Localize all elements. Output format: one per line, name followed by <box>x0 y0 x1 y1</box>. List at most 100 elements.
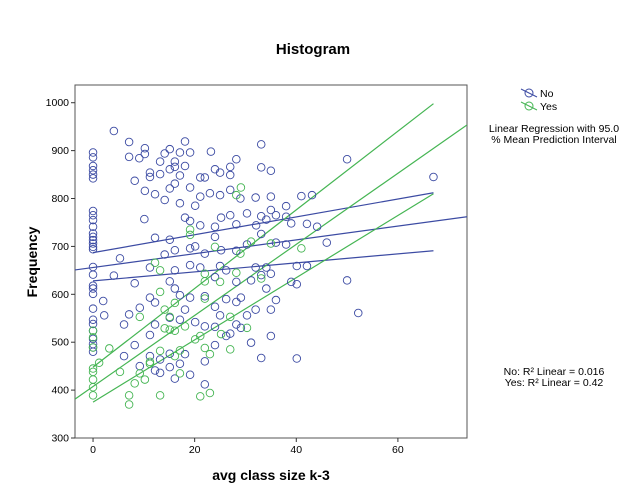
point-no <box>88 215 98 225</box>
point-no <box>180 161 190 171</box>
point-no <box>175 171 185 180</box>
point-no <box>180 137 190 146</box>
point-no <box>109 126 119 136</box>
point-yes <box>135 312 145 322</box>
point-yes <box>150 258 160 267</box>
y-tick-label: 600 <box>51 289 69 301</box>
x-tick-label: 40 <box>290 444 302 456</box>
point-yes <box>165 325 175 335</box>
point-yes <box>170 326 180 335</box>
point-no <box>210 340 220 350</box>
point-no <box>262 263 271 272</box>
point-no <box>140 149 150 159</box>
point-no <box>312 222 322 232</box>
point-no <box>200 173 210 182</box>
point-no <box>185 370 195 380</box>
point-no <box>124 152 134 162</box>
point-no <box>200 357 210 366</box>
point-no <box>185 148 195 157</box>
y-tick-label: 900 <box>51 145 69 157</box>
point-no <box>302 219 312 229</box>
point-no <box>170 266 180 275</box>
point-yes <box>88 382 98 392</box>
point-no <box>88 270 98 279</box>
point-no <box>88 289 98 299</box>
point-no <box>200 249 210 258</box>
point-yes <box>195 331 205 341</box>
point-no <box>297 191 306 201</box>
point-no <box>88 170 98 179</box>
point-yes <box>246 237 256 246</box>
point-no <box>185 260 195 270</box>
point-yes <box>185 225 195 234</box>
point-yes <box>175 369 185 378</box>
point-no <box>232 297 241 307</box>
point-no <box>180 305 190 314</box>
point-no <box>88 242 98 252</box>
point-no <box>170 162 180 172</box>
point-no <box>210 302 220 312</box>
point-no <box>175 291 185 300</box>
point-no <box>266 305 276 314</box>
point-no <box>145 263 155 272</box>
point-no <box>88 284 98 293</box>
point-no <box>246 338 256 347</box>
point-no <box>215 190 225 200</box>
point-no <box>266 166 276 175</box>
point-no <box>88 174 98 183</box>
point-no <box>246 276 256 285</box>
point-no <box>165 362 175 372</box>
point-no <box>286 277 296 287</box>
point-no <box>115 254 125 263</box>
point-no <box>200 291 210 301</box>
point-no <box>200 322 210 331</box>
point-yes <box>170 298 180 308</box>
point-no <box>185 216 195 226</box>
ci-upper-yes <box>92 103 434 368</box>
point-yes <box>242 323 252 333</box>
point-no <box>165 235 175 244</box>
point-no <box>251 193 260 202</box>
point-no <box>271 238 281 247</box>
point-yes <box>225 312 235 322</box>
point-no <box>256 163 266 172</box>
point-yes <box>105 344 114 353</box>
legend-marker-no-icon <box>524 88 534 98</box>
point-no <box>88 166 98 175</box>
point-no <box>150 320 160 329</box>
point-no <box>155 368 165 378</box>
point-yes <box>94 358 104 368</box>
point-no <box>145 293 155 302</box>
point-no <box>225 170 235 180</box>
point-no <box>221 331 231 341</box>
point-no <box>165 165 175 174</box>
point-no <box>124 310 134 319</box>
point-yes <box>232 268 241 278</box>
y-tick-label: 400 <box>51 385 69 397</box>
point-yes <box>175 346 185 355</box>
point-no <box>256 140 266 149</box>
point-no <box>185 293 195 302</box>
point-no <box>225 162 235 172</box>
point-no <box>88 304 98 313</box>
point-no <box>195 221 205 230</box>
point-no <box>145 330 155 340</box>
point-no <box>150 366 160 375</box>
point-no <box>175 148 185 157</box>
point-yes <box>180 322 190 331</box>
point-no <box>140 214 149 224</box>
point-no <box>135 303 145 312</box>
point-no <box>175 199 185 208</box>
y-tick-label: 300 <box>51 433 69 445</box>
point-yes <box>88 364 98 373</box>
point-no <box>271 211 281 220</box>
point-no <box>88 148 98 157</box>
point-no <box>236 293 246 302</box>
legend-line-yes-icon <box>520 101 538 111</box>
point-no <box>119 351 129 361</box>
point-no <box>271 295 281 305</box>
point-no <box>88 206 98 216</box>
point-no <box>175 315 185 324</box>
point-no <box>266 192 276 201</box>
